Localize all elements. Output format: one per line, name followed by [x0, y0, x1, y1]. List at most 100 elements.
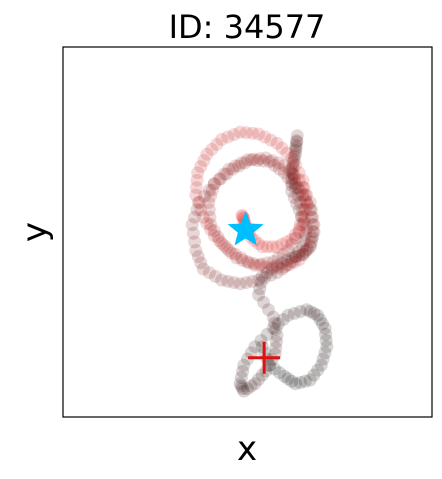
trajectory-point [248, 340, 262, 354]
trajectory-point [241, 153, 254, 167]
trajectory-point [252, 288, 266, 302]
trajectory-point [313, 313, 327, 327]
trajectory-point [282, 163, 296, 177]
trajectory-point [210, 137, 224, 151]
trajectory-point [225, 246, 239, 260]
trajectory-point [226, 162, 240, 176]
trajectory-point [271, 156, 285, 170]
trajectory-point [298, 374, 312, 388]
trajectory-series [185, 125, 334, 398]
trajectory-point [213, 172, 227, 186]
trajectory-point [186, 226, 200, 240]
trajectory-point [286, 156, 300, 170]
trajectory-point [217, 239, 231, 253]
trajectory-point [215, 236, 229, 250]
trajectory-point [194, 160, 208, 174]
trajectory-point [236, 364, 250, 378]
x-axis-label: x [237, 429, 257, 469]
trajectory-point [286, 167, 300, 181]
trajectory-point [252, 273, 266, 287]
trajectory-point [204, 189, 218, 203]
trajectory-point [269, 322, 283, 336]
trajectory-point [245, 126, 259, 140]
trajectory-point [265, 262, 279, 276]
trajectory-point [269, 335, 283, 349]
trajectory-point [285, 178, 299, 192]
trajectory-point [304, 235, 318, 249]
trajectory-point [314, 358, 328, 372]
trajectory-point [193, 195, 207, 209]
trajectory-point [288, 147, 302, 161]
trajectory-point [272, 162, 286, 176]
trajectory-point [238, 156, 252, 170]
trajectory-point [207, 229, 221, 243]
trajectory-point [196, 210, 210, 224]
trajectory-point [275, 237, 289, 251]
trajectory-point [293, 195, 307, 209]
trajectory-point [263, 358, 277, 372]
trajectory-point [188, 235, 202, 249]
trajectory-point [303, 373, 317, 387]
trajectory-point [227, 128, 241, 142]
trajectory-point [190, 173, 204, 187]
trajectory-point [258, 130, 272, 144]
trajectory-point [285, 176, 299, 190]
trajectory-point [287, 306, 301, 320]
trajectory-point [252, 372, 266, 386]
trajectory-point [270, 329, 284, 343]
trajectory-point [202, 203, 216, 217]
trajectory-point [265, 260, 279, 274]
trajectory-point [281, 171, 295, 185]
trajectory-point [277, 369, 291, 383]
trajectory-point [296, 188, 310, 202]
trajectory-point [288, 250, 302, 264]
trajectory-point [270, 266, 284, 280]
trajectory-point [292, 253, 306, 267]
trajectory-point [296, 181, 310, 195]
trajectory-point [268, 362, 282, 376]
trajectory-point [287, 150, 301, 164]
trajectory-point [189, 188, 203, 202]
trajectory-point [287, 172, 301, 186]
trajectory-point [293, 218, 307, 232]
trajectory-point [277, 158, 291, 172]
trajectory-point [250, 153, 264, 167]
trajectory-point [301, 242, 315, 256]
trajectory-point [280, 258, 294, 272]
trajectory-point [204, 218, 218, 232]
trajectory-point [316, 352, 330, 366]
trajectory-point [248, 377, 262, 391]
trajectory-point [287, 255, 301, 269]
markers-layer [227, 211, 281, 374]
trajectory-point [290, 129, 304, 143]
trajectory-point [189, 181, 203, 195]
trajectory-point [221, 274, 235, 288]
trajectory-point [207, 224, 221, 238]
trajectory-point [269, 341, 283, 355]
trajectory-point [300, 303, 314, 317]
trajectory-point [288, 250, 302, 264]
trajectory-point [280, 146, 294, 160]
trajectory-point [245, 274, 259, 288]
trajectory-point [252, 127, 266, 141]
trajectory-point [242, 256, 256, 270]
trajectory-point [304, 203, 318, 217]
trajectory-point [255, 240, 269, 254]
trajectory-point [285, 151, 299, 165]
trajectory-point [189, 244, 203, 257]
trajectory-point [207, 177, 221, 191]
trajectory-point [266, 310, 280, 324]
trajectory-point [285, 172, 299, 186]
trajectory-point [300, 188, 314, 202]
trajectory-point [265, 153, 279, 167]
trajectory-point [259, 260, 273, 274]
trajectory-point [285, 251, 299, 265]
trajectory-point [300, 195, 314, 209]
trajectory-point [285, 232, 299, 246]
trajectory-point [266, 321, 280, 335]
trajectory-point [260, 266, 274, 280]
trajectory-point [275, 262, 289, 276]
trajectory-point [307, 225, 321, 239]
trajectory-point [285, 162, 299, 176]
trajectory-point [194, 256, 208, 270]
